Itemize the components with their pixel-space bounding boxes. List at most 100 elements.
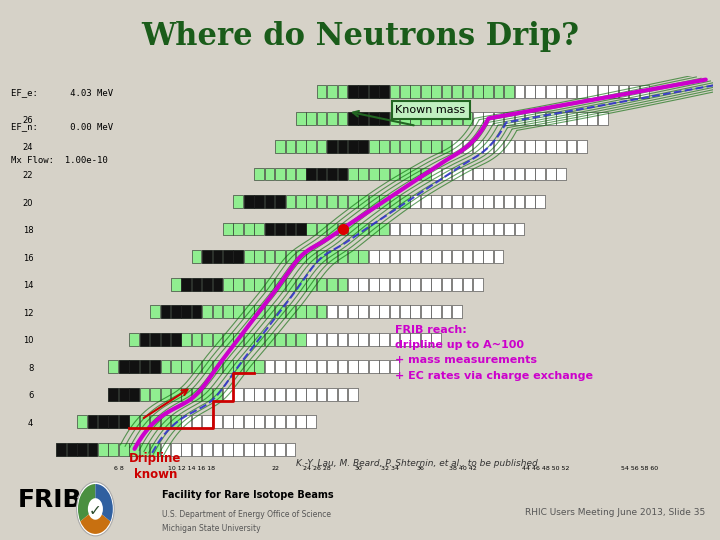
Bar bbox=[441, 85, 451, 98]
Bar bbox=[306, 360, 316, 373]
Bar bbox=[400, 167, 410, 180]
Bar bbox=[431, 222, 441, 235]
Bar bbox=[473, 85, 482, 98]
Bar bbox=[390, 333, 400, 346]
Bar bbox=[161, 305, 170, 318]
Bar bbox=[130, 360, 139, 373]
Bar bbox=[254, 195, 264, 208]
Bar bbox=[462, 85, 472, 98]
Bar bbox=[171, 443, 181, 456]
Bar bbox=[130, 415, 139, 428]
Bar bbox=[317, 278, 326, 291]
Bar bbox=[181, 415, 191, 428]
Bar bbox=[452, 222, 462, 235]
Text: 22: 22 bbox=[23, 171, 33, 180]
Bar bbox=[504, 112, 514, 125]
Bar bbox=[233, 333, 243, 346]
Bar bbox=[317, 222, 326, 235]
Bar bbox=[369, 222, 379, 235]
Text: Michigan State University: Michigan State University bbox=[162, 524, 261, 534]
Bar bbox=[77, 443, 87, 456]
Bar bbox=[119, 443, 129, 456]
Bar bbox=[161, 415, 170, 428]
Bar bbox=[327, 250, 337, 263]
Bar bbox=[233, 250, 243, 263]
Bar bbox=[348, 360, 358, 373]
Text: 20: 20 bbox=[23, 199, 33, 207]
Bar bbox=[348, 140, 358, 153]
Bar bbox=[338, 167, 347, 180]
Bar bbox=[202, 388, 212, 401]
Bar bbox=[254, 250, 264, 263]
Bar bbox=[296, 167, 305, 180]
Bar bbox=[223, 333, 233, 346]
Bar bbox=[306, 250, 316, 263]
Bar bbox=[410, 222, 420, 235]
Bar bbox=[410, 112, 420, 125]
Bar bbox=[338, 85, 347, 98]
Text: K.-Y. Lau, M. Beard, P. Shternin, et al., to be published: K.-Y. Lau, M. Beard, P. Shternin, et al.… bbox=[296, 459, 537, 468]
Bar bbox=[462, 140, 472, 153]
Bar bbox=[379, 278, 389, 291]
Bar bbox=[233, 388, 243, 401]
Bar bbox=[359, 140, 368, 153]
Bar bbox=[171, 333, 181, 346]
Bar bbox=[536, 85, 545, 98]
Bar bbox=[441, 250, 451, 263]
Bar bbox=[421, 85, 431, 98]
Bar bbox=[265, 195, 274, 208]
Text: 38 40 42: 38 40 42 bbox=[449, 466, 477, 471]
Bar bbox=[348, 250, 358, 263]
Bar bbox=[275, 222, 285, 235]
Bar bbox=[202, 415, 212, 428]
Bar bbox=[296, 360, 305, 373]
Bar bbox=[421, 222, 431, 235]
Bar bbox=[212, 333, 222, 346]
Bar bbox=[348, 305, 358, 318]
Bar bbox=[410, 278, 420, 291]
Circle shape bbox=[76, 482, 114, 536]
Text: ✓: ✓ bbox=[89, 503, 102, 518]
Bar bbox=[161, 333, 170, 346]
Bar bbox=[171, 388, 181, 401]
Bar bbox=[244, 222, 253, 235]
Bar bbox=[317, 167, 326, 180]
Bar bbox=[171, 360, 181, 373]
Bar bbox=[265, 415, 274, 428]
Bar bbox=[244, 415, 253, 428]
Bar bbox=[244, 195, 253, 208]
Bar bbox=[327, 305, 337, 318]
Bar bbox=[275, 195, 285, 208]
Bar bbox=[317, 140, 326, 153]
Bar bbox=[223, 222, 233, 235]
Bar bbox=[348, 278, 358, 291]
Bar bbox=[130, 333, 139, 346]
Bar bbox=[88, 415, 97, 428]
Bar bbox=[161, 305, 170, 318]
Bar bbox=[421, 278, 431, 291]
Text: 12: 12 bbox=[23, 309, 33, 318]
Text: 10: 10 bbox=[23, 336, 33, 345]
Bar bbox=[431, 250, 441, 263]
Bar bbox=[494, 222, 503, 235]
Bar bbox=[244, 305, 253, 318]
Bar bbox=[109, 388, 118, 401]
Bar bbox=[410, 250, 420, 263]
Bar bbox=[390, 112, 400, 125]
Bar bbox=[598, 112, 608, 125]
Bar bbox=[98, 415, 108, 428]
Bar bbox=[327, 167, 337, 180]
Bar bbox=[525, 112, 535, 125]
Bar bbox=[338, 140, 347, 153]
Bar bbox=[567, 140, 576, 153]
Bar bbox=[275, 195, 285, 208]
Bar bbox=[515, 85, 524, 98]
Bar bbox=[483, 140, 493, 153]
Bar bbox=[119, 388, 129, 401]
Bar bbox=[359, 112, 368, 125]
Bar bbox=[296, 222, 305, 235]
Bar bbox=[348, 167, 358, 180]
Bar bbox=[212, 278, 222, 291]
Bar bbox=[306, 167, 316, 180]
Bar bbox=[296, 195, 305, 208]
